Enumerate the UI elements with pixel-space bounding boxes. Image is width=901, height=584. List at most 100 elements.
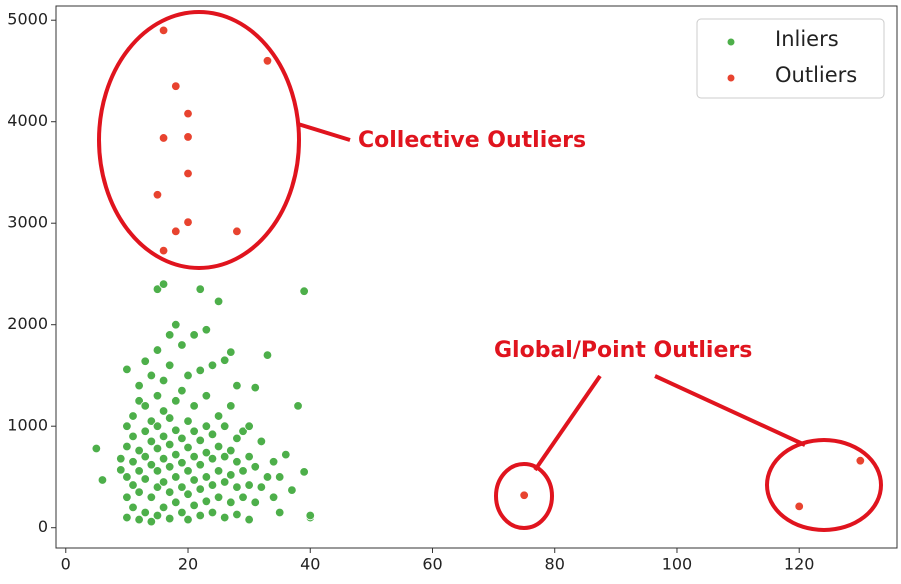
point <box>134 514 144 525</box>
point <box>189 401 199 411</box>
point <box>244 514 254 525</box>
point <box>262 56 273 66</box>
point <box>152 466 163 476</box>
point <box>238 426 248 436</box>
point <box>152 391 163 401</box>
point <box>183 217 193 227</box>
point <box>158 502 169 513</box>
point <box>177 507 187 518</box>
point <box>183 466 193 476</box>
point <box>183 489 193 499</box>
point <box>262 350 273 360</box>
point <box>164 487 175 497</box>
point <box>164 439 175 450</box>
point <box>140 507 150 518</box>
x-tick-label: 80 <box>545 555 565 574</box>
point <box>189 451 199 462</box>
point <box>213 466 224 476</box>
point <box>152 421 163 431</box>
point <box>195 510 205 521</box>
point <box>232 226 242 237</box>
x-tick-label: 60 <box>422 555 442 574</box>
point <box>226 445 236 456</box>
point <box>299 467 309 477</box>
point <box>164 360 175 371</box>
point <box>164 413 175 423</box>
point <box>189 475 199 485</box>
point <box>183 442 193 453</box>
point <box>183 132 193 142</box>
point <box>152 284 163 294</box>
x-tick-label: 0 <box>61 555 71 574</box>
point <box>171 396 181 406</box>
point <box>128 431 138 442</box>
point <box>256 436 267 447</box>
point <box>262 472 273 482</box>
arrow <box>654 374 806 447</box>
point <box>226 470 236 480</box>
y-tick-label: 4000 <box>7 111 48 130</box>
point <box>152 510 163 521</box>
point <box>152 482 163 492</box>
point <box>207 507 218 518</box>
point <box>219 355 230 365</box>
point <box>213 411 224 421</box>
point <box>213 296 224 307</box>
point <box>293 401 303 411</box>
y-tick-label: 2000 <box>7 314 48 333</box>
point <box>226 497 236 508</box>
point <box>232 457 242 467</box>
point <box>158 245 169 256</box>
legend-marker <box>726 37 736 47</box>
legend-label: Outliers <box>775 63 857 87</box>
point <box>232 433 242 444</box>
point <box>134 466 144 476</box>
legend-box <box>696 18 885 99</box>
point <box>183 416 193 426</box>
point <box>122 512 132 523</box>
point <box>122 421 132 431</box>
point <box>213 441 224 452</box>
point <box>171 425 181 435</box>
point <box>122 492 132 502</box>
point <box>140 426 150 436</box>
point <box>250 462 260 472</box>
point <box>195 284 205 294</box>
point <box>299 286 309 296</box>
point <box>238 492 248 502</box>
point <box>158 279 169 289</box>
point <box>158 25 169 36</box>
point <box>177 458 187 468</box>
point <box>146 416 157 426</box>
point <box>158 477 169 487</box>
point <box>146 436 157 447</box>
point <box>183 514 193 525</box>
point <box>91 443 102 454</box>
point <box>177 433 187 444</box>
point <box>189 426 199 436</box>
point <box>164 330 175 340</box>
point <box>128 480 138 490</box>
point <box>152 190 163 200</box>
annotation-shapes <box>97 10 883 532</box>
point <box>189 330 199 340</box>
point <box>146 516 157 527</box>
point <box>213 492 224 502</box>
point <box>177 482 187 492</box>
point <box>268 457 279 467</box>
point <box>226 401 236 411</box>
point <box>219 477 230 487</box>
point <box>134 380 144 391</box>
point <box>146 370 157 381</box>
x-tick-label: 120 <box>784 555 815 574</box>
point <box>855 456 866 466</box>
point <box>177 385 187 396</box>
ellipse <box>97 10 301 270</box>
point <box>134 487 144 497</box>
point <box>122 364 132 375</box>
point <box>274 472 285 482</box>
point <box>189 500 199 511</box>
point <box>201 447 212 458</box>
point <box>146 492 157 502</box>
